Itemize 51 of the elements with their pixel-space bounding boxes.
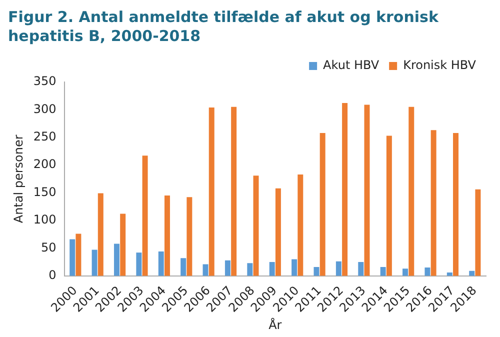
bar [453, 132, 459, 276]
bar [364, 104, 370, 276]
bar [76, 234, 82, 276]
y-axis-title: Antal personer [11, 134, 26, 224]
y-tick-label: 200 [33, 157, 56, 172]
bar [424, 268, 430, 276]
y-tick-label: 300 [33, 102, 56, 116]
y-tick-label: 100 [33, 212, 56, 227]
bar [114, 244, 120, 276]
bar [269, 262, 275, 276]
bar [180, 258, 186, 276]
bar [336, 261, 342, 276]
bar [342, 103, 348, 276]
bar [98, 193, 104, 276]
legend-label: Kronisk HBV [403, 58, 477, 72]
y-tick-label: 150 [33, 184, 56, 199]
bar [292, 259, 298, 276]
bar [158, 251, 164, 276]
y-tick-label: 0 [48, 268, 56, 282]
bar [253, 176, 259, 276]
bar [475, 189, 481, 276]
bar [386, 136, 392, 276]
x-axis-title: År [268, 316, 282, 332]
bar [298, 174, 304, 276]
bar [231, 106, 237, 276]
bar [136, 252, 142, 276]
bar [142, 156, 148, 276]
bar [224, 260, 230, 276]
legend-label: Akut HBV [323, 58, 380, 72]
bar [208, 107, 214, 276]
bar [70, 239, 76, 276]
bar [164, 196, 170, 276]
bar [469, 270, 475, 276]
y-tick-label: 350 [33, 74, 56, 88]
bar [408, 106, 414, 276]
bar [430, 130, 436, 276]
bar [446, 272, 452, 276]
chart-title: Figur 2. Antal anmeldte tilfælde af akut og kronisk hepatitis B, 2000-2018 [8, 8, 440, 46]
bar [380, 266, 386, 276]
bar [186, 197, 192, 276]
bar [402, 268, 408, 276]
bar [275, 188, 281, 276]
bar [247, 263, 253, 276]
y-tick-label: 250 [33, 130, 56, 144]
bar [92, 250, 98, 276]
bar [202, 264, 208, 276]
y-tick-label: 50 [41, 240, 56, 254]
bar [320, 132, 326, 276]
bar [358, 262, 364, 276]
bar [120, 214, 126, 276]
bar [314, 266, 320, 276]
